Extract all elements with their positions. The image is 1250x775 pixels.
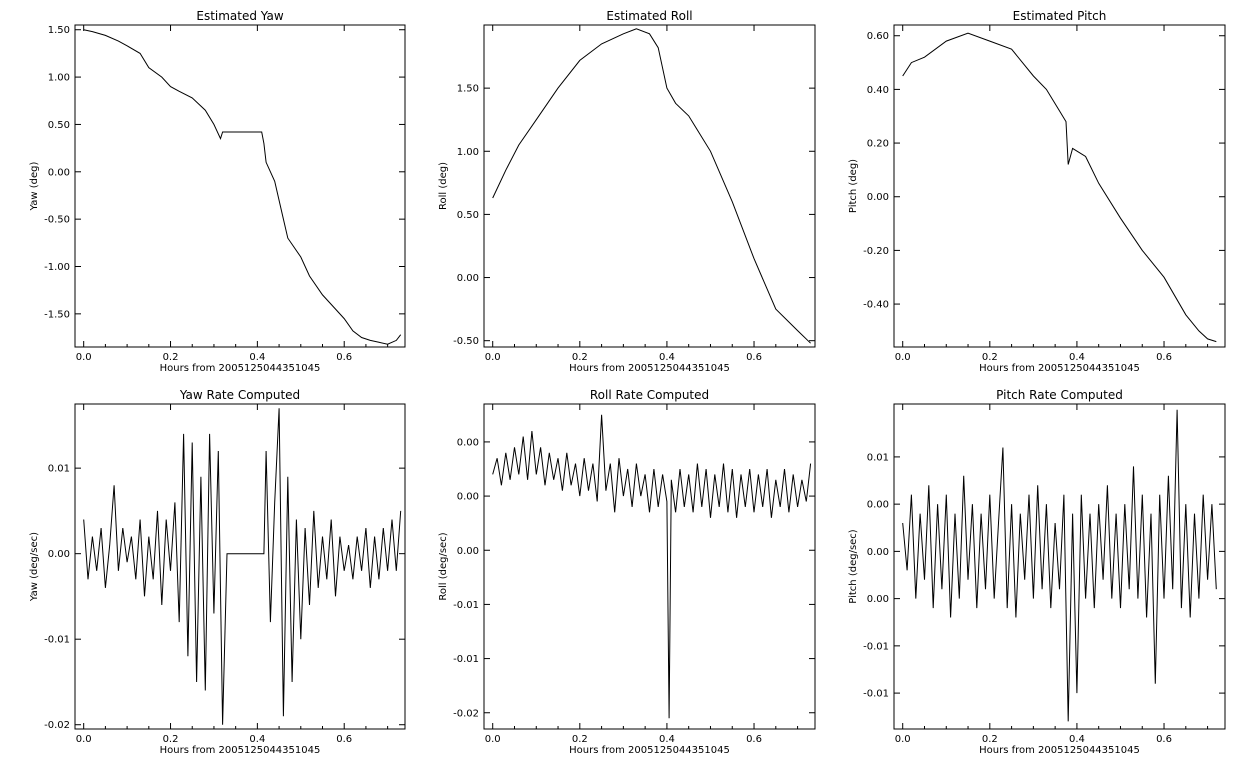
chart-panel-5: Roll Rate Computed 0.0 0.2 0.4 0.6 0.00 0.00 0.… <box>438 388 816 756</box>
x-tick-label: 0.2 <box>982 352 998 363</box>
x-tick-label: 0.0 <box>76 352 92 363</box>
chart-panel-4: Yaw Rate Computed 0.0 0.2 0.4 0.6 0.01 0.00 -0.… <box>29 388 406 756</box>
plot-frame <box>893 403 1226 730</box>
y-tick-label: 0.50 <box>48 120 70 131</box>
x-tick-label: 0.0 <box>76 734 92 745</box>
plot-frame <box>74 24 406 348</box>
y-tick-label: -0.20 <box>863 246 889 257</box>
y-tick-label: 0.00 <box>457 273 479 284</box>
y-tick-label: -0.01 <box>44 635 70 646</box>
y-tick-label: 0.00 <box>457 546 479 557</box>
chart-title: Yaw Rate Computed <box>179 388 300 402</box>
x-axis-label: Hours from 2005125044351045 <box>160 745 321 756</box>
x-axis-label: Hours from 2005125044351045 <box>160 363 321 374</box>
plot-frame <box>483 403 816 730</box>
chart-title: Estimated Roll <box>606 9 692 23</box>
x-tick-label: 0.2 <box>163 734 179 745</box>
y-axis-label: Roll (deg/sec) <box>438 532 449 600</box>
x-tick-label: 0.6 <box>336 352 352 363</box>
x-tick-label: 0.4 <box>249 734 265 745</box>
x-axis-label: Hours from 2005125044351045 <box>569 363 730 374</box>
y-tick-label: -0.01 <box>453 600 479 611</box>
series-line-1 <box>902 32 1217 343</box>
y-axis-label: Roll (deg) <box>438 162 449 210</box>
y-tick-label: 1.50 <box>457 84 479 95</box>
x-tick-label: 0.2 <box>572 734 588 745</box>
x-tick-label: 0.6 <box>1156 352 1172 363</box>
y-tick-label: -1.50 <box>44 309 70 320</box>
chart-title: Roll Rate Computed <box>590 388 709 402</box>
chart-title: Estimated Yaw <box>196 9 283 23</box>
series-line-1 <box>902 409 1217 722</box>
y-tick-label: 0.50 <box>457 210 479 221</box>
x-tick-label: 0.4 <box>1069 352 1085 363</box>
x-tick-label: 0.2 <box>163 352 179 363</box>
y-tick-label: 0.00 <box>457 437 479 448</box>
y-axis-label: Yaw (deg) <box>29 161 40 211</box>
y-tick-label: 0.01 <box>867 452 889 463</box>
x-tick-label: 0.0 <box>485 352 501 363</box>
x-tick-label: 0.4 <box>249 352 265 363</box>
y-tick-label: 0.01 <box>48 464 70 475</box>
chart-title: Pitch Rate Computed <box>996 388 1123 402</box>
x-tick-label: 0.0 <box>895 734 911 745</box>
chart-panel-6: Pitch Rate Computed 0.0 0.2 0.4 0.6 0.01 0.00 0… <box>848 388 1226 756</box>
y-tick-label: 0.00 <box>867 594 889 605</box>
x-tick-label: 0.2 <box>572 352 588 363</box>
y-tick-label: -0.40 <box>863 300 889 311</box>
x-tick-label: 0.0 <box>895 352 911 363</box>
y-tick-label: 0.00 <box>867 192 889 203</box>
x-tick-label: 0.6 <box>746 352 762 363</box>
y-tick-label: 0.00 <box>48 549 70 560</box>
y-tick-label: -0.50 <box>453 336 479 347</box>
x-tick-label: 0.2 <box>982 734 998 745</box>
chart-title: Estimated Pitch <box>1013 9 1107 23</box>
plot-frame <box>893 24 1226 348</box>
y-tick-label: 0.00 <box>867 547 889 558</box>
x-axis-label: Hours from 2005125044351045 <box>979 363 1140 374</box>
plot-frame <box>483 24 816 348</box>
y-axis-label: Pitch (deg/sec) <box>848 529 859 604</box>
series-line-1 <box>83 408 402 725</box>
y-tick-label: 0.60 <box>867 31 889 42</box>
y-axis-label: Yaw (deg/sec) <box>29 532 40 602</box>
x-tick-label: 0.6 <box>1156 734 1172 745</box>
plot-frame <box>74 403 406 730</box>
y-tick-label: -0.01 <box>863 689 889 700</box>
y-tick-label: 0.00 <box>867 500 889 511</box>
y-tick-label: -0.01 <box>453 654 479 665</box>
chart-panel-3: Estimated Pitch 0.0 0.2 0.4 0.6 0.60 0.40 0.20 0… <box>848 9 1226 374</box>
y-tick-label: 0.40 <box>867 85 889 96</box>
y-tick-label: -0.02 <box>453 708 479 719</box>
y-tick-label: 0.00 <box>457 492 479 503</box>
chart-panel-1: Estimated Yaw 0.0 0.2 0.4 0.6 1.50 1.00 0.50 0.0… <box>29 9 406 374</box>
y-axis-label: Pitch (deg) <box>848 159 859 213</box>
x-tick-label: 0.4 <box>659 734 675 745</box>
y-tick-label: 1.00 <box>457 147 479 158</box>
y-tick-label: 0.20 <box>867 139 889 150</box>
chart-panel-2: Estimated Roll 0.0 0.2 0.4 0.6 1.50 1.00 0.50 0.… <box>438 9 816 374</box>
series-line-1 <box>83 29 402 345</box>
y-tick-label: 1.50 <box>48 25 70 36</box>
x-tick-label: 0.0 <box>485 734 501 745</box>
y-tick-label: -0.50 <box>44 215 70 226</box>
x-axis-label: Hours from 2005125044351045 <box>979 745 1140 756</box>
x-tick-label: 0.6 <box>746 734 762 745</box>
series-line-1 <box>492 414 812 719</box>
y-tick-label: -0.01 <box>863 641 889 652</box>
x-tick-label: 0.4 <box>659 352 675 363</box>
y-tick-label: -0.02 <box>44 720 70 731</box>
x-tick-label: 0.4 <box>1069 734 1085 745</box>
x-tick-label: 0.6 <box>336 734 352 745</box>
y-tick-label: -1.00 <box>44 262 70 273</box>
y-tick-label: 1.00 <box>48 73 70 84</box>
series-line-1 <box>492 28 811 344</box>
y-tick-label: 0.00 <box>48 167 70 178</box>
x-axis-label: Hours from 2005125044351045 <box>569 745 730 756</box>
